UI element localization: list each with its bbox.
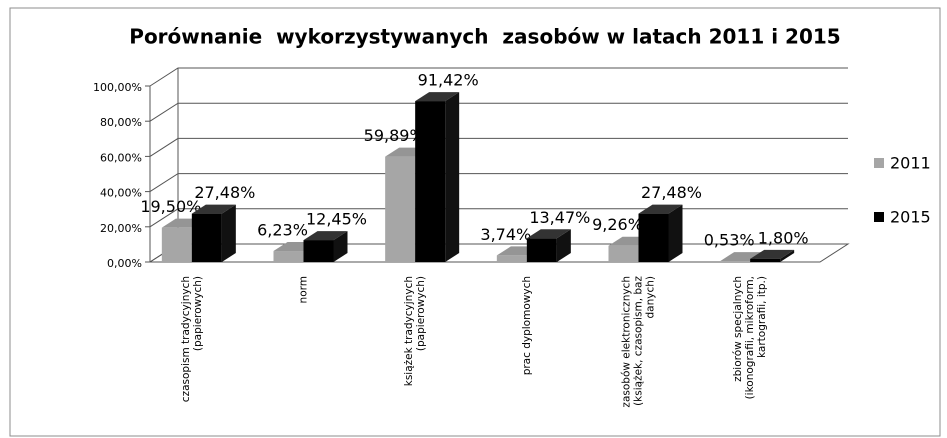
value-label: 91,42% xyxy=(418,71,479,90)
bar xyxy=(191,213,222,262)
bar-side xyxy=(333,231,348,262)
bar-side xyxy=(668,204,683,262)
x-tick-label: książek tradycyjnych xyxy=(403,276,415,386)
bar-side xyxy=(556,229,571,262)
value-label: 27,48% xyxy=(194,183,255,202)
bar xyxy=(750,258,781,262)
value-label: 6,23% xyxy=(257,221,308,240)
y-tick-label: 100,00% xyxy=(93,81,142,94)
y-tick-label: 40,00% xyxy=(100,187,142,200)
bar xyxy=(638,213,669,262)
bar xyxy=(303,240,334,262)
bar-side xyxy=(780,249,795,262)
bar xyxy=(385,156,416,262)
bar-side xyxy=(221,204,236,262)
x-tick-label: danych) xyxy=(645,276,657,319)
x-tick-label: kartografii, itp.) xyxy=(756,276,768,358)
bar xyxy=(720,261,751,262)
bar xyxy=(415,101,446,262)
value-label: 9,26% xyxy=(592,215,643,234)
x-tick-label: czasopism tradycyjnych xyxy=(180,276,192,402)
bar-top xyxy=(526,229,571,239)
value-label: 3,74% xyxy=(480,225,531,244)
value-label: 59,89% xyxy=(364,126,425,145)
value-label: 1,80% xyxy=(758,228,809,247)
bar xyxy=(496,255,527,262)
x-tick-label: zasobów elektronicznych xyxy=(621,276,633,408)
legend-swatch xyxy=(874,158,884,168)
bar-top xyxy=(638,204,683,214)
x-tick-label: (ikonografii, mikroform, xyxy=(744,276,756,399)
bar xyxy=(526,238,557,262)
bar xyxy=(273,251,304,262)
legend-label: 2011 xyxy=(890,154,931,173)
chart-frame xyxy=(9,7,941,437)
value-label: 19,50% xyxy=(140,197,201,216)
x-tick-label: (papierowych) xyxy=(415,276,427,351)
y-tick-label: 0,00% xyxy=(107,257,142,270)
x-tick-label: (papierowych) xyxy=(192,276,204,351)
bar xyxy=(161,227,192,262)
legend-label: 2015 xyxy=(890,208,931,227)
x-tick-label: norm xyxy=(298,276,310,303)
x-tick-label: zbiorów specjalnych xyxy=(732,276,744,382)
x-tick-label: (książek, czasopism, baz xyxy=(633,276,645,406)
legend-swatch xyxy=(874,212,884,222)
x-tick-label: prac dyplomowych xyxy=(521,276,533,375)
y-tick-label: 60,00% xyxy=(100,151,142,164)
value-label: 12,45% xyxy=(306,210,367,229)
bar xyxy=(608,245,639,262)
y-tick-label: 20,00% xyxy=(100,222,142,235)
value-label: 27,48% xyxy=(641,183,702,202)
bar-top xyxy=(415,92,460,102)
bar-top xyxy=(750,249,795,259)
value-label: 13,47% xyxy=(529,208,590,227)
value-label: 0,53% xyxy=(704,231,755,250)
bar-top xyxy=(303,231,348,241)
bar-side xyxy=(445,92,460,262)
y-tick-label: 80,00% xyxy=(100,116,142,129)
bar-top xyxy=(191,204,236,214)
chart-title: Porównanie wykorzystywanych zasobów w la… xyxy=(129,25,840,49)
